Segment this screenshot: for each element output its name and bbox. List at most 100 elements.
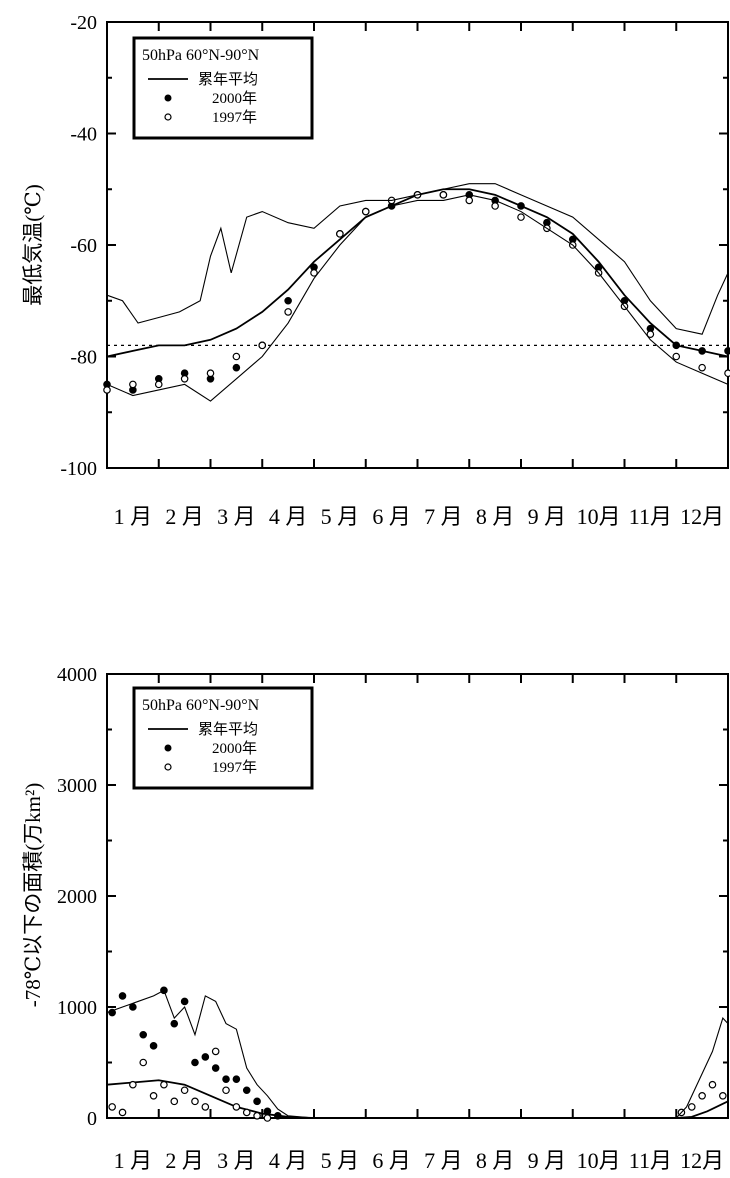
series-point-2 (103, 386, 111, 394)
x-tick-label: 11月 (629, 1148, 672, 1173)
x-tick-label: 4 月 (269, 1148, 308, 1173)
series-point-2 (284, 308, 292, 316)
series-point-1 (232, 1075, 241, 1083)
x-tick-label: 8 月 (476, 504, 515, 529)
series-line-3 (106, 989, 729, 1119)
series-line-4 (106, 194, 729, 402)
series-point-2 (724, 369, 730, 378)
series-point-1 (211, 1064, 220, 1072)
series-point-2 (129, 380, 137, 389)
y-tick-label: -100 (60, 458, 97, 480)
y-tick-label: -60 (70, 235, 97, 257)
series-point-1 (273, 1111, 282, 1120)
series-point-2 (698, 363, 706, 372)
x-tick-label: 1 月 (114, 504, 153, 529)
series-point-1 (129, 1003, 137, 1011)
legend-open-dot (164, 113, 172, 121)
series-point-2 (672, 352, 681, 361)
series-point-1 (180, 997, 189, 1006)
y-tick-label: 1000 (57, 997, 97, 1019)
series-point-2 (698, 1092, 706, 1100)
x-tick-label: 10月 (577, 504, 621, 529)
legend-label: 2000年 (212, 740, 257, 757)
series-point-2 (191, 1097, 199, 1106)
series-point-1 (284, 296, 292, 305)
y-axis-title: 最低気温(℃) (21, 184, 45, 305)
y-tick-label: 4000 (57, 664, 97, 686)
legend-open-dot (164, 763, 172, 771)
legend-title: 50hPa 60°N-90°N (142, 697, 260, 714)
x-tick-label: 4 月 (269, 504, 308, 529)
series-point-2 (232, 1103, 241, 1111)
series-point-2 (211, 1047, 220, 1056)
legend-filled-dot (164, 94, 172, 102)
y-tick-label: -20 (70, 12, 97, 34)
legend-label: 1997年 (212, 109, 257, 126)
series-line-0 (106, 188, 729, 358)
legend-box (132, 36, 314, 140)
series-point-2 (361, 207, 370, 216)
legend-label: 2000年 (212, 90, 257, 107)
x-tick-label: 3 月 (217, 504, 256, 529)
x-tick-label: 9 月 (528, 504, 567, 529)
y-tick-label: -80 (70, 347, 97, 369)
series-point-2 (491, 202, 499, 210)
series-point-1 (191, 1058, 199, 1067)
x-tick-label: 2 月 (165, 1148, 204, 1173)
series-point-2 (129, 1080, 137, 1089)
series-point-1 (242, 1086, 251, 1095)
x-tick-label: 7 月 (424, 1148, 463, 1173)
y-tick-label: 3000 (57, 775, 97, 797)
series-point-1 (672, 341, 681, 350)
series-point-1 (517, 202, 525, 210)
series-point-2 (708, 1080, 717, 1089)
series-point-2 (139, 1058, 148, 1067)
x-tick-label: 9 月 (528, 1148, 567, 1173)
series-point-2 (206, 369, 215, 378)
series-point-2 (242, 1108, 251, 1117)
series-point-2 (108, 1103, 116, 1111)
x-tick-label: 8 月 (476, 1148, 515, 1173)
series-point-1 (253, 1097, 261, 1106)
series-point-2 (232, 352, 241, 361)
series-point-2 (465, 196, 474, 205)
x-tick-label: 1 月 (114, 1148, 153, 1173)
x-tick-label: 11月 (629, 504, 672, 529)
x-tick-label: 5 月 (321, 504, 360, 529)
series-point-1 (232, 363, 241, 372)
x-tick-label: 6 月 (372, 504, 411, 529)
x-tick-label: 12月 (680, 1148, 724, 1173)
series-point-1 (170, 1019, 179, 1028)
series-point-2 (180, 1086, 189, 1095)
x-tick-label: 2 月 (165, 504, 204, 529)
x-tick-label: 3 月 (217, 1148, 256, 1173)
x-tick-label: 10月 (577, 1148, 621, 1173)
series-point-2 (253, 1111, 261, 1120)
legend-label: 累年平均 (198, 71, 258, 88)
series-point-2 (222, 1086, 230, 1095)
series-point-2 (646, 330, 655, 339)
y-tick-label: 0 (87, 1108, 97, 1130)
y-tick-label: 2000 (57, 886, 97, 908)
series-point-1 (698, 347, 706, 355)
series-point-2 (118, 1108, 127, 1117)
series-line-3 (106, 183, 729, 335)
y-axis-title: -78℃以下の面積(万km²) (21, 783, 45, 1008)
series-point-1 (201, 1053, 210, 1061)
chart-min-temperature: -20 -40 -60 -80 -100 1 月 2 月 3 月 4 月 5 月 6 月 7 月 8 月… (21, 12, 730, 529)
series-point-1 (139, 1030, 148, 1039)
series-point-2 (258, 341, 267, 350)
series-point-2 (687, 1103, 696, 1111)
series-point-2 (170, 1097, 179, 1106)
series-point-1 (263, 1107, 272, 1116)
x-tick-label: 5 月 (321, 1148, 360, 1173)
x-tick-label: 6 月 (372, 1148, 411, 1173)
legend-title: 50hPa 60°N-90°N (142, 47, 260, 64)
series-point-2 (154, 380, 163, 389)
legend-box (132, 686, 314, 790)
series-point-2 (160, 1080, 168, 1089)
y-tick-label: -40 (70, 124, 97, 146)
x-tick-label: 7 月 (424, 504, 463, 529)
series-point-1 (118, 992, 127, 1000)
